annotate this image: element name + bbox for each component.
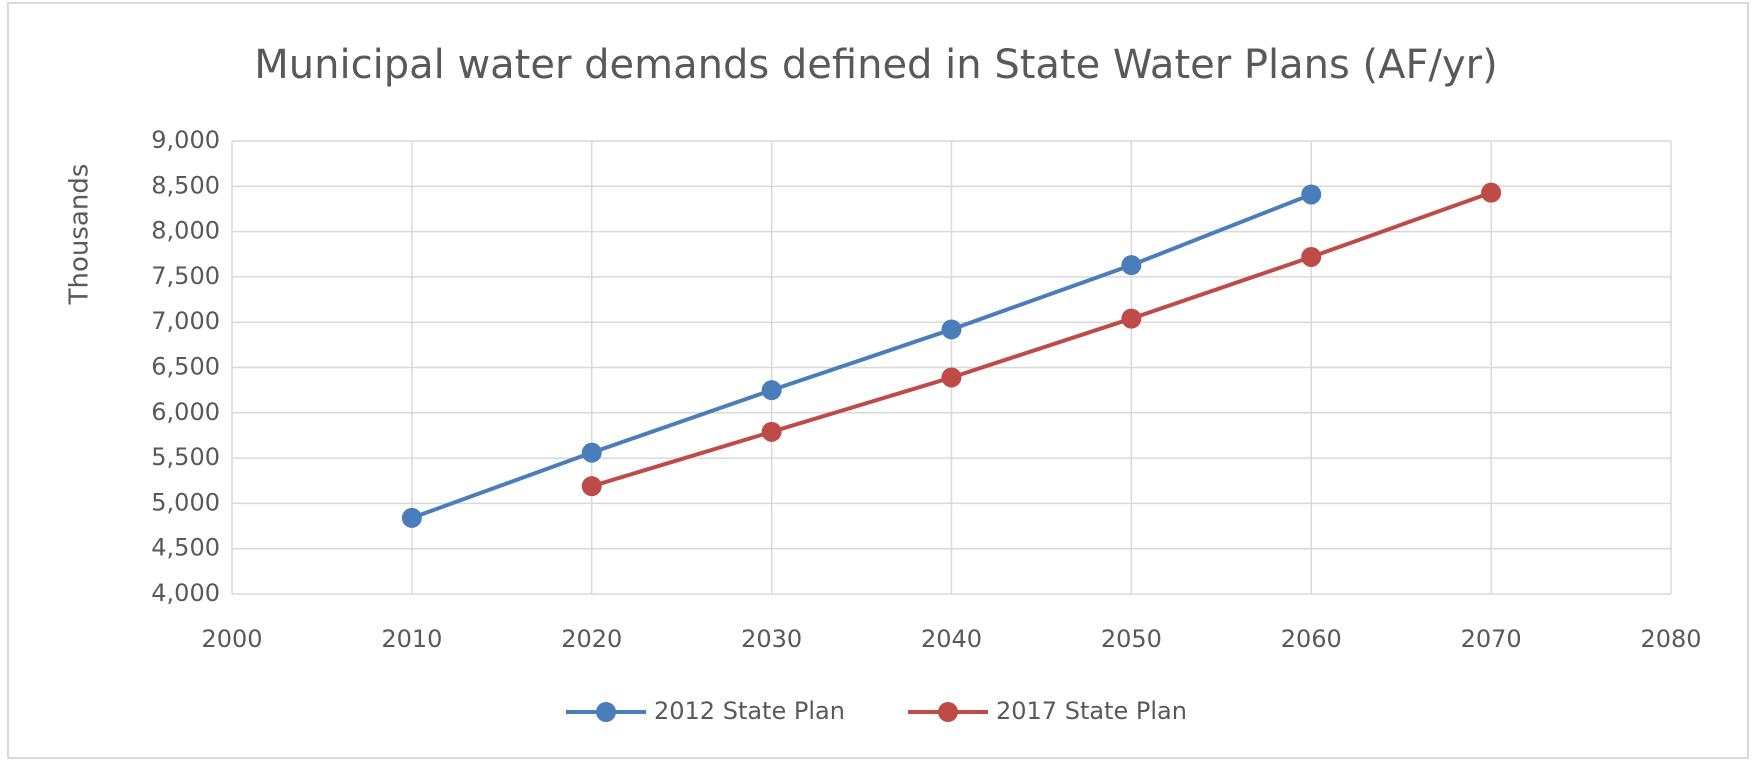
- legend-label: 2017 State Plan: [996, 697, 1187, 725]
- data-point: [761, 421, 782, 442]
- data-point: [941, 319, 962, 340]
- y-tick-label: 6,000: [151, 398, 220, 426]
- data-point: [581, 476, 602, 497]
- x-tick-label: 2020: [561, 625, 622, 653]
- legend-label: 2012 State Plan: [654, 697, 845, 725]
- series-line: [411, 192, 1312, 520]
- chart-frame: [7, 2, 1749, 759]
- data-point: [1121, 308, 1142, 329]
- legend-marker: [596, 702, 616, 722]
- legend-marker: [938, 702, 958, 722]
- y-tick-label: 7,000: [151, 307, 220, 335]
- data-point: [1121, 255, 1142, 276]
- y-tick-label: 5,000: [151, 488, 220, 516]
- y-tick-label: 5,500: [151, 443, 220, 471]
- data-point: [1301, 246, 1322, 267]
- y-tick-label: 4,500: [151, 534, 220, 562]
- data-point: [1301, 184, 1322, 205]
- y-tick-label: 8,500: [151, 171, 220, 199]
- x-tick-label: 2050: [1101, 625, 1162, 653]
- y-tick-label: 7,500: [151, 262, 220, 290]
- x-tick-label: 2070: [1461, 625, 1522, 653]
- data-point: [1481, 182, 1502, 203]
- data-point: [581, 442, 602, 463]
- y-tick-label: 8,000: [151, 217, 220, 245]
- y-tick-label: 9,000: [151, 126, 220, 154]
- data-point: [401, 507, 422, 528]
- data-point: [761, 380, 782, 401]
- series-line: [591, 190, 1492, 489]
- y-axis-label: Thousands: [65, 164, 95, 306]
- data-point: [941, 367, 962, 388]
- x-tick-label: 2040: [921, 625, 982, 653]
- x-tick-label: 2030: [741, 625, 802, 653]
- x-tick-label: 2060: [1281, 625, 1342, 653]
- x-tick-label: 2000: [201, 625, 262, 653]
- y-tick-label: 6,500: [151, 353, 220, 381]
- x-tick-label: 2080: [1640, 625, 1701, 653]
- chart-title: Municipal water demands defined in State…: [254, 42, 1497, 88]
- y-tick-label: 4,000: [151, 579, 220, 607]
- x-tick-label: 2010: [381, 625, 442, 653]
